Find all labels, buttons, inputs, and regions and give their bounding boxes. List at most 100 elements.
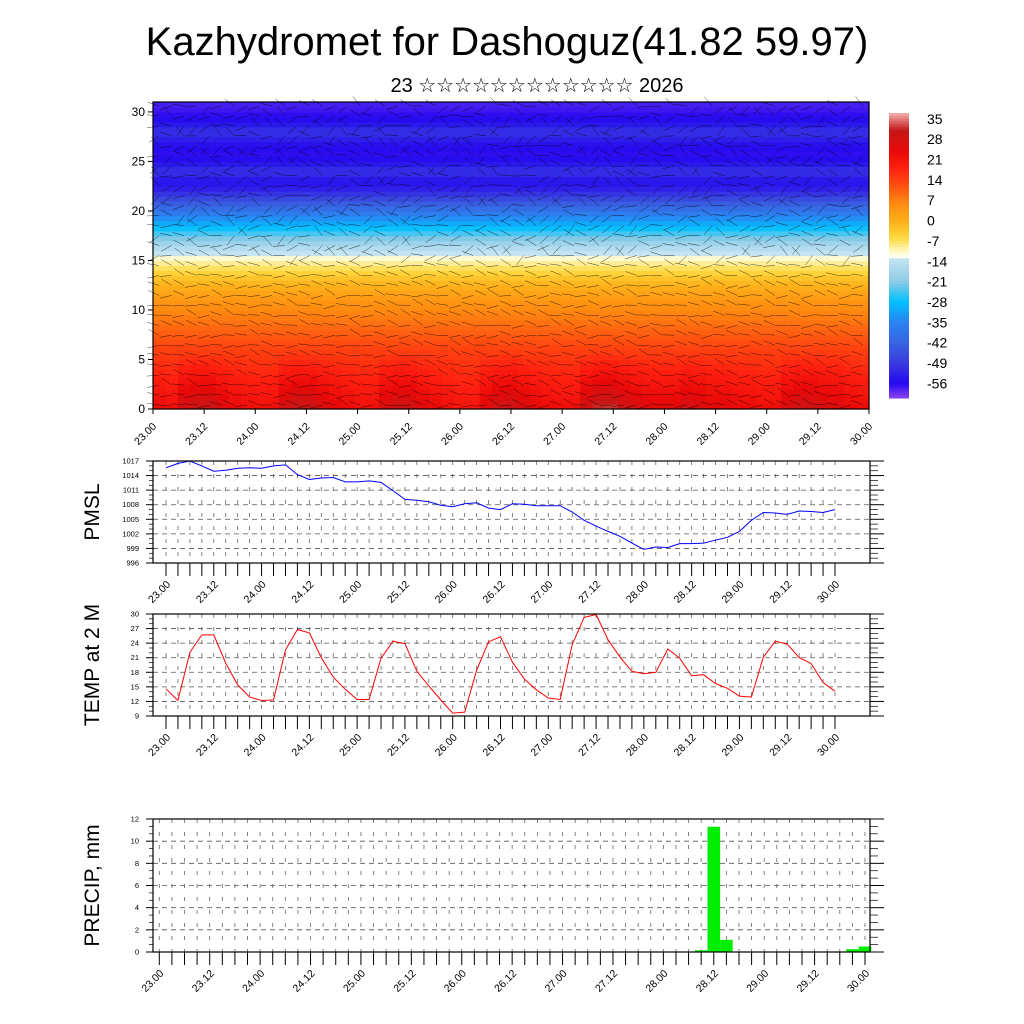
wind-barb xyxy=(549,354,562,357)
heatmap-cell xyxy=(856,102,870,108)
heatmap-cell xyxy=(504,230,518,237)
heatmap-cell xyxy=(215,126,229,133)
heatmap-cell xyxy=(781,260,795,266)
heatmap-cell xyxy=(467,121,481,128)
wind-barb xyxy=(539,215,549,224)
wind-barb xyxy=(701,250,713,256)
heatmap-cell xyxy=(655,225,669,232)
heatmap-cell xyxy=(781,364,795,370)
wind-barb xyxy=(540,116,549,127)
heatmap-cell xyxy=(291,116,305,123)
wind-barb xyxy=(689,148,700,157)
wind-barb xyxy=(486,334,499,340)
heatmap-cell xyxy=(366,141,380,148)
wind-barb xyxy=(561,313,574,316)
heatmap-cell xyxy=(630,280,644,286)
heatmap-cell xyxy=(467,404,481,410)
heatmap-cell xyxy=(718,374,732,380)
wind-barb xyxy=(576,145,587,153)
heatmap-cell xyxy=(153,255,167,262)
heatmap-cell xyxy=(768,121,782,128)
wind-barb xyxy=(461,351,474,356)
wind-barb xyxy=(574,194,587,196)
wind-barb xyxy=(376,165,386,175)
heatmap-cell xyxy=(617,300,631,306)
heatmap-cell xyxy=(240,205,255,212)
heatmap-cell xyxy=(693,166,707,172)
heatmap-cell xyxy=(768,181,782,187)
heatmap-cell xyxy=(617,270,631,276)
heatmap-cell xyxy=(429,374,443,380)
wind-barb xyxy=(210,401,222,406)
heatmap-cell xyxy=(705,319,719,326)
heatmap-cell xyxy=(366,300,380,306)
wind-barb xyxy=(612,105,625,111)
heatmap-cell xyxy=(429,379,443,385)
heatmap-cell xyxy=(517,324,531,331)
heatmap-cell xyxy=(454,225,468,232)
wind-barb xyxy=(411,223,424,226)
heatmap-cell xyxy=(165,319,179,326)
heatmap-cell xyxy=(454,230,468,237)
heatmap-cell xyxy=(592,270,606,276)
wind-barb xyxy=(563,398,575,406)
heatmap-cell xyxy=(404,186,418,192)
wind-barb xyxy=(423,393,436,396)
heatmap-cell xyxy=(278,280,292,286)
heatmap-cell xyxy=(605,181,619,187)
heatmap-cell xyxy=(668,250,682,257)
wind-barb xyxy=(336,295,348,300)
heatmap-cell xyxy=(391,300,405,306)
heatmap-cell xyxy=(178,300,192,306)
heatmap-cell xyxy=(554,344,569,351)
heatmap-cell xyxy=(743,374,757,380)
heatmap-cell xyxy=(617,344,631,351)
heatmap-cell xyxy=(743,116,757,123)
wind-barb xyxy=(172,175,185,179)
heatmap-cell xyxy=(215,354,229,361)
wind-barb xyxy=(575,360,587,366)
wind-barb xyxy=(274,145,285,154)
wind-barb xyxy=(448,125,461,129)
heatmap-cell xyxy=(240,374,255,380)
heatmap-cell xyxy=(353,384,368,390)
heatmap-cell xyxy=(228,255,242,262)
wind-barb xyxy=(511,204,524,206)
wind-barb xyxy=(689,219,700,226)
heatmap-cell xyxy=(605,166,619,172)
wind-barb xyxy=(549,374,562,377)
heatmap-cell xyxy=(203,151,217,158)
heatmap-cell xyxy=(291,265,305,271)
wind-barb xyxy=(677,215,688,224)
wind-barb xyxy=(679,146,688,156)
heatmap-cell xyxy=(818,374,832,380)
heatmap-cell xyxy=(592,265,606,271)
wind-barb xyxy=(637,325,650,329)
wind-barb xyxy=(251,116,260,127)
heatmap-cell xyxy=(215,399,229,405)
heatmap-cell xyxy=(642,176,657,182)
heatmap-cell xyxy=(203,329,217,336)
heatmap-cell xyxy=(441,235,456,242)
heatmap-cell xyxy=(504,156,518,163)
heatmap-cell xyxy=(542,225,556,232)
heatmap-cell xyxy=(391,404,405,410)
wind-barb xyxy=(335,374,348,377)
wind-barb xyxy=(499,270,512,276)
heatmap-cell xyxy=(215,379,229,385)
wind-barb xyxy=(373,271,386,276)
heatmap-cell xyxy=(554,136,569,143)
heatmap-cell xyxy=(856,354,870,361)
heatmap-cell xyxy=(215,146,229,153)
heatmap-cell xyxy=(705,181,719,187)
heatmap-cell xyxy=(328,339,343,346)
heatmap-cell xyxy=(341,230,355,237)
heatmap-cell xyxy=(441,305,456,311)
wind-barb xyxy=(223,350,235,356)
wind-barb xyxy=(411,400,424,406)
heatmap-cell xyxy=(492,186,506,192)
heatmap-cell xyxy=(203,215,217,222)
heatmap-cell xyxy=(391,225,405,232)
heatmap-cell xyxy=(755,220,770,227)
wind-barb xyxy=(360,364,373,368)
